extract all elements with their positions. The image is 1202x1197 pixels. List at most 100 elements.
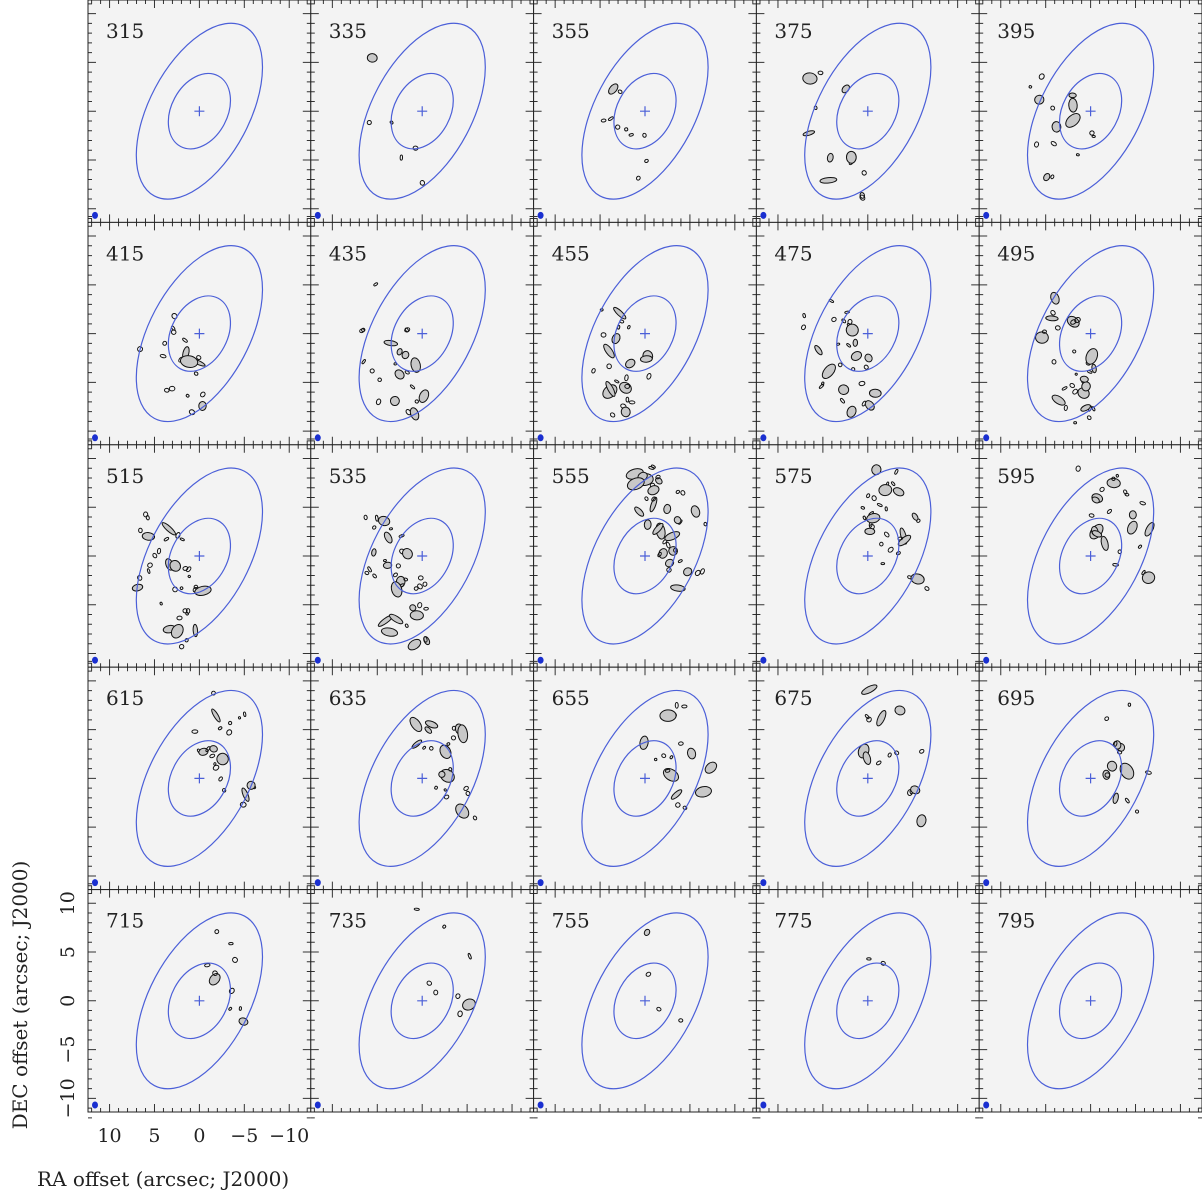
emission-contour [443,794,450,800]
emission-contour [864,353,873,363]
y-tick-label: 0 [57,995,79,1007]
outer-ellipse [135,689,264,867]
center-cross [417,328,428,339]
emission-contour [176,615,183,621]
inner-ellipse [836,517,900,595]
emission-contour [422,581,428,587]
emission-contour [673,516,682,525]
tick-marks [88,883,311,1119]
emission-contour [371,548,377,557]
y-tick-label: −10 [57,1078,79,1118]
emission-contour [683,567,693,577]
center-cross [862,328,873,339]
emission-contour [627,325,631,330]
emission-contour [382,561,393,569]
emission-contour [375,398,382,406]
emission-contour [847,318,853,325]
emission-contour [1104,772,1111,778]
emission-contour [404,327,411,333]
emission-contour [1091,496,1100,504]
emission-contour [462,998,476,1011]
emission-contour [665,541,671,549]
emission-contour [1072,388,1078,395]
center-cross [194,773,205,784]
center-cross [194,995,205,1006]
emission-contour [831,316,837,323]
center-cross [194,328,205,339]
emission-contour [364,570,370,576]
emission-contour [179,537,185,542]
emission-contour [156,547,162,555]
tick-marks [88,0,311,229]
emission-contour [1106,508,1113,514]
outer-ellipse [804,22,932,200]
emission-contour [238,1006,242,1011]
emission-contour [814,344,823,356]
emission-contour [1068,92,1077,99]
emission-contour [366,119,372,126]
outer-ellipse [358,689,486,867]
emission-contour [845,150,857,164]
emission-contour [1134,809,1140,814]
emission-contour [204,963,211,968]
center-cross [862,106,873,117]
emission-contour [403,577,409,582]
tick-marks [533,660,757,896]
emission-contour [179,355,199,368]
inner-ellipse [613,962,677,1040]
emission-contour [401,350,410,360]
emission-contour [457,1010,463,1018]
center-cross [1085,328,1096,339]
tick-marks [310,216,534,452]
beam [983,1101,990,1109]
emission-contour [1033,141,1040,148]
beam [314,879,321,887]
beam [314,1101,321,1109]
emission-contour [1028,85,1033,89]
panel: 415 [87,216,312,452]
emission-contour [212,764,220,771]
emission-contour [1063,404,1068,411]
emission-contour [374,514,379,522]
center-cross [640,106,650,117]
panel: 475 [755,216,980,452]
emission-contour [1089,130,1095,136]
inner-ellipse [836,72,900,150]
emission-contour [675,489,681,494]
emission-contour [802,130,816,137]
emission-contour [852,338,859,347]
emission-contour [661,753,667,759]
emission-contour [880,960,886,966]
emission-contour [650,464,656,469]
emission-contour [892,487,905,497]
emission-contour [417,575,424,581]
emission-contour [417,602,423,609]
emission-contour [145,515,150,521]
emission-contour [608,83,619,95]
emission-contour [682,805,688,811]
emission-contour [228,942,234,946]
channel-label: 695 [997,686,1035,710]
outer-ellipse [1026,689,1155,867]
emission-contour [146,568,151,574]
emission-contour [147,562,153,568]
channel-label: 595 [997,464,1035,488]
emission-contour [919,748,925,754]
tick-marks [756,0,980,229]
emission-contour [880,562,886,566]
emission-contour [871,495,877,502]
emission-contour [653,757,658,762]
emission-contour [1050,291,1060,305]
emission-contour [644,496,649,501]
emission-contour [465,790,471,796]
emission-contour [647,485,660,496]
channel-label: 495 [997,241,1035,265]
channel-label: 615 [106,686,144,710]
channel-label: 415 [106,241,144,265]
emission-contour [615,124,621,130]
emission-contour [200,391,206,398]
emission-contour [678,741,684,746]
emission-contour [404,623,409,628]
emission-contour [658,548,668,559]
inner-ellipse [390,72,454,150]
